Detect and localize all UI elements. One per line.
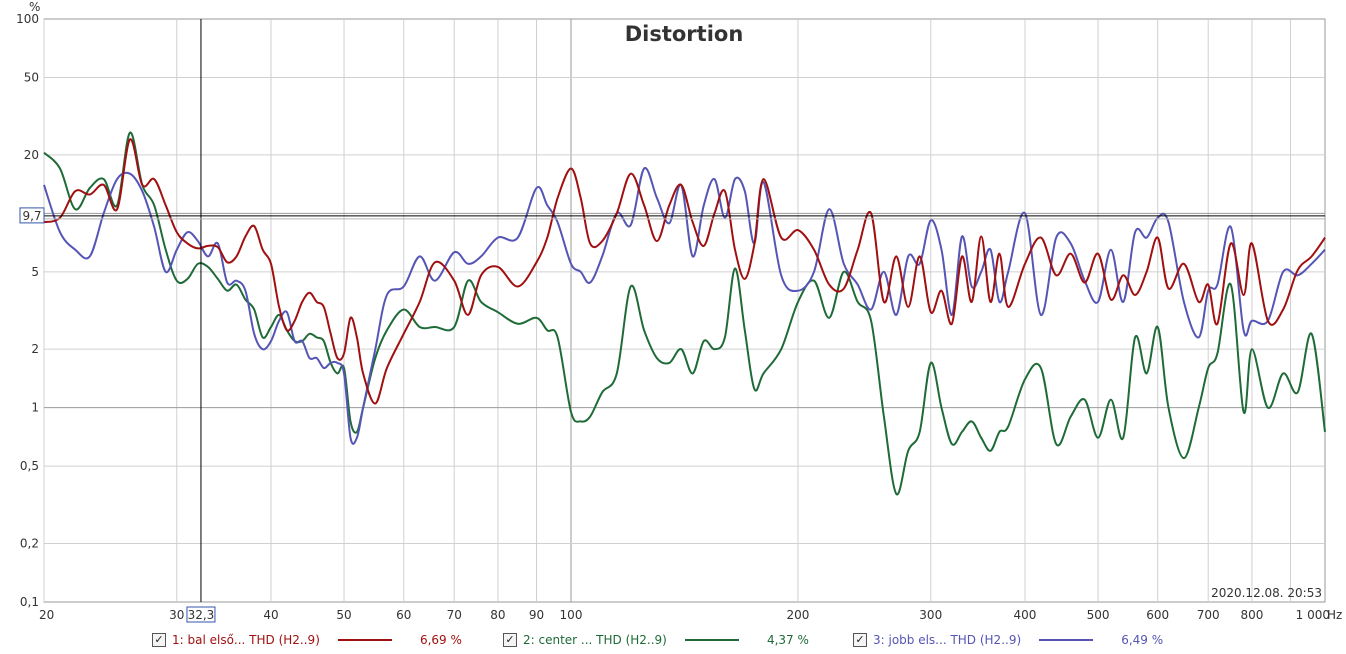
- y-tick-label: 1: [31, 401, 39, 415]
- y-tick-label: 50: [24, 71, 39, 85]
- legend-item-3: ✓ 3: jobb els... THD (H2..9) 6,49 %: [853, 631, 1163, 649]
- legend-item-1: ✓ 1: bal első... THD (H2..9) 6,69 %: [152, 631, 462, 649]
- x-tick-label: 50: [336, 608, 351, 622]
- y-axis-tick-labels: 100 50 20 5 2 1 0,5 0,2 0,1: [16, 12, 39, 609]
- timestamp-label: 2020.12.08. 20:53: [1211, 586, 1322, 600]
- series-visibility-checkbox[interactable]: ✓: [853, 633, 867, 647]
- legend-swatch: [684, 639, 739, 641]
- legend-swatch: [1039, 639, 1094, 641]
- series-line-2: [43, 131, 1326, 496]
- x-axis-unit: Hz: [1327, 608, 1342, 622]
- y-tick-label: 2: [31, 342, 39, 356]
- series-visibility-checkbox[interactable]: ✓: [152, 633, 166, 647]
- cursor-x-box: [186, 606, 216, 623]
- y-tick-label: 100: [16, 12, 39, 26]
- legend-series-name: 3: jobb els... THD (H2..9): [873, 633, 1022, 647]
- x-tick-label: 80: [490, 608, 505, 622]
- cursor-x-label: 32,3: [188, 608, 215, 622]
- x-tick-label: 1 000: [1296, 608, 1330, 622]
- x-tick-label: 30: [169, 608, 184, 622]
- legend-series-value: 6,49 %: [1121, 633, 1164, 647]
- plot-area[interactable]: [43, 18, 1326, 603]
- x-tick-label: 800: [1240, 608, 1263, 622]
- x-tick-label: 500: [1087, 608, 1110, 622]
- x-tick-label: 90: [529, 608, 544, 622]
- legend-series-value: 4,37 %: [766, 633, 809, 647]
- legend-series-name: 1: bal első... THD (H2..9): [172, 633, 320, 647]
- y-axis-unit: %: [29, 0, 40, 14]
- x-tick-label: 700: [1197, 608, 1220, 622]
- y-tick-label: 0,2: [20, 536, 39, 550]
- x-axis-tick-labels: 20 30 40 50 60 70 80 90 100 200 300 400 500 600 700 800…: [39, 608, 1330, 622]
- series-line-3: [43, 167, 1326, 445]
- x-tick-label: 100: [560, 608, 583, 622]
- x-tick-label: 400: [1014, 608, 1037, 622]
- x-tick-label: 60: [396, 608, 411, 622]
- cursor-y-label: 9,7: [22, 209, 41, 223]
- legend-swatch: [337, 639, 392, 641]
- x-tick-label: 600: [1146, 608, 1169, 622]
- series-visibility-checkbox[interactable]: ✓: [503, 633, 517, 647]
- legend-series-name: 2: center ... THD (H2..9): [523, 633, 667, 647]
- y-tick-label: 0,1: [20, 595, 39, 609]
- y-tick-label: 5: [31, 265, 39, 279]
- cursor-y-box: [19, 207, 45, 224]
- series-layer: [43, 131, 1326, 496]
- legend-series-value: 6,69 %: [419, 633, 462, 647]
- x-tick-label: 200: [787, 608, 810, 622]
- y-tick-label: 20: [24, 148, 39, 162]
- series-line-1: [43, 138, 1326, 405]
- grid-lines: [43, 19, 1326, 602]
- x-tick-label: 300: [919, 608, 942, 622]
- chart-title: Distortion: [625, 22, 744, 46]
- x-tick-label: 70: [447, 608, 462, 622]
- legend-item-2: ✓ 2: center ... THD (H2..9) 4,37 %: [503, 631, 809, 649]
- x-tick-label: 40: [263, 608, 278, 622]
- x-tick-label: 20: [39, 608, 54, 622]
- cursor-layer: 32,3 9,7: [19, 19, 1325, 623]
- y-tick-label: 0,5: [20, 459, 39, 473]
